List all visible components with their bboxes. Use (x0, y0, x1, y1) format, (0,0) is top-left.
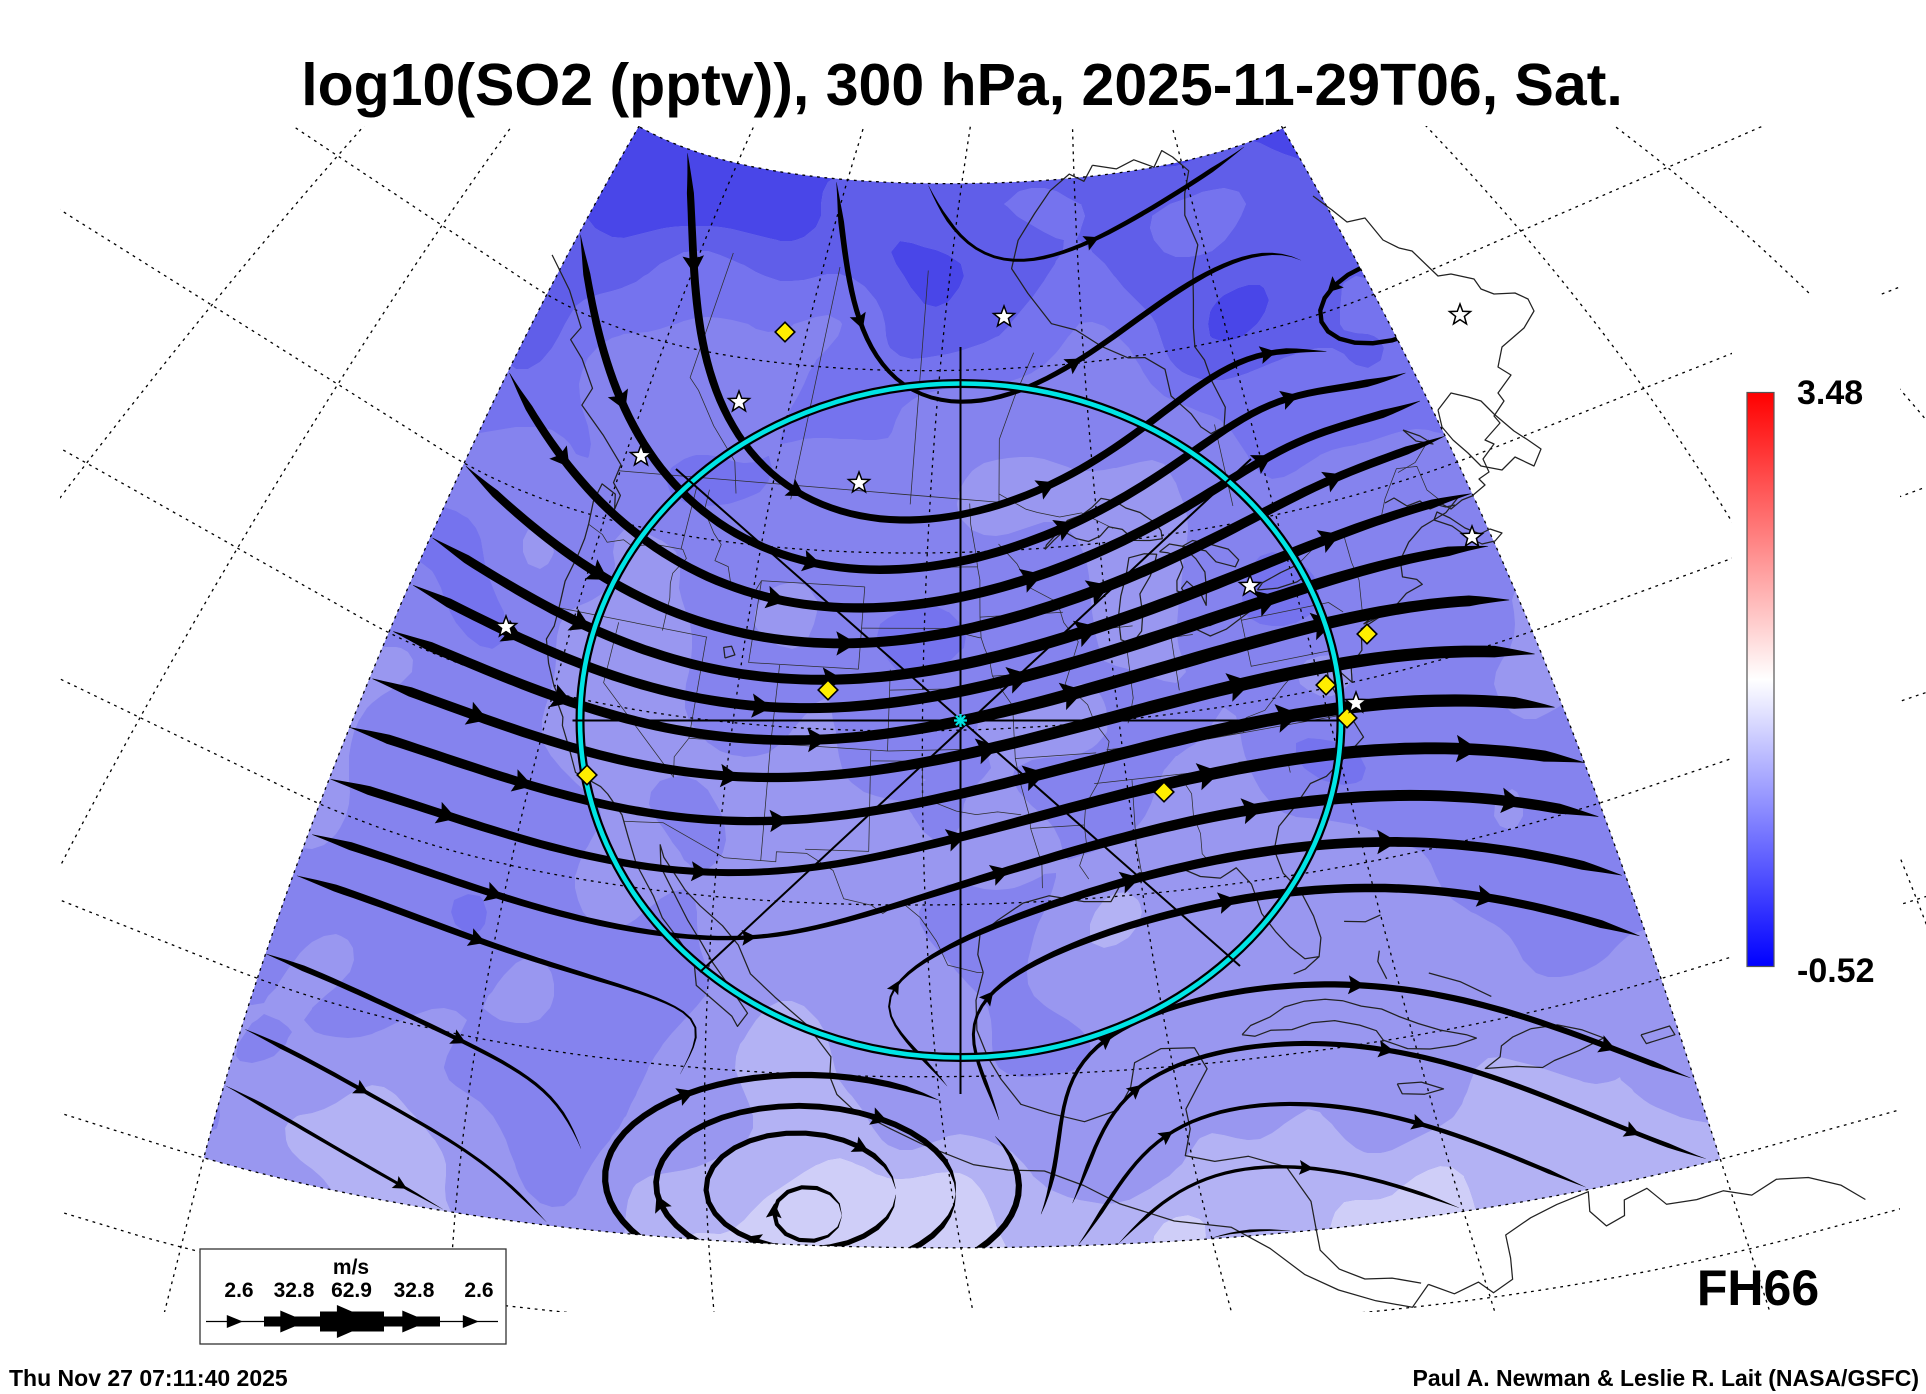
svg-text:2.6: 2.6 (464, 1279, 493, 1302)
svg-text:FH66: FH66 (1697, 1260, 1819, 1316)
svg-text:-0.52: -0.52 (1797, 952, 1875, 990)
svg-text:2.6: 2.6 (224, 1279, 253, 1302)
svg-text:32.8: 32.8 (274, 1279, 315, 1302)
svg-text:log10(SO2 (pptv)), 300 hPa, 20: log10(SO2 (pptv)), 300 hPa, 2025-11-29T0… (301, 52, 1622, 118)
svg-text:Paul A. Newman & Leslie R. Lai: Paul A. Newman & Leslie R. Lait (NASA/GS… (1412, 1365, 1919, 1391)
svg-text:32.8: 32.8 (394, 1279, 435, 1302)
svg-text:Thu Nov 27 07:11:40 2025: Thu Nov 27 07:11:40 2025 (9, 1365, 288, 1391)
svg-text:62.9: 62.9 (331, 1279, 372, 1302)
svg-text:3.48: 3.48 (1797, 374, 1863, 412)
svg-text:m/s: m/s (333, 1256, 369, 1279)
